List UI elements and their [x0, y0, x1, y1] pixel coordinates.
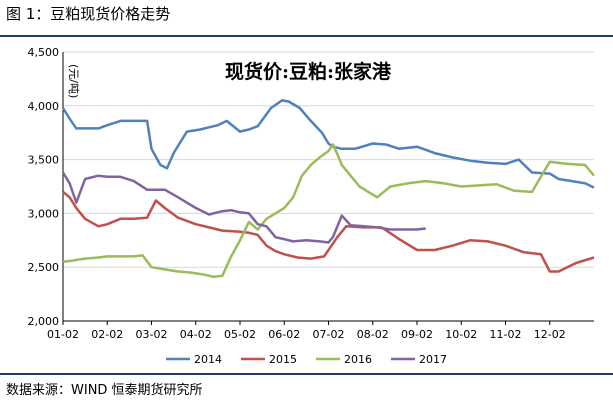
y-tick-label: 2,000	[28, 315, 60, 328]
axes	[62, 52, 594, 322]
x-tick-label: 01-02	[47, 328, 79, 341]
legend-label-2016: 2016	[344, 353, 372, 366]
y-tick-label: 3,000	[28, 207, 60, 220]
y-axis-label: (元/吨)	[67, 64, 80, 98]
x-tick-label: 04-02	[180, 328, 212, 341]
x-tick-label: 05-02	[224, 328, 256, 341]
legend-label-2014: 2014	[194, 353, 222, 366]
series-line-2014	[61, 99, 595, 189]
legend-label-2017: 2017	[419, 353, 447, 366]
x-tick-label: 11-02	[490, 328, 522, 341]
series-line-2017	[61, 171, 426, 244]
y-tick-label: 2,500	[28, 261, 60, 274]
legend: 2014 2015 2016 2017	[166, 353, 447, 366]
x-tick-label: 09-02	[401, 328, 433, 341]
bottom-rule	[0, 373, 613, 375]
series-line-2015	[62, 190, 595, 273]
line-chart: 2,000 2,500 3,000 3,500 4,000 4,500 01-02 02-0…	[28, 46, 595, 366]
x-tick-label: 10-02	[445, 328, 477, 341]
x-tick-label: 12-02	[534, 328, 566, 341]
series-lines	[61, 99, 595, 279]
x-tick-label: 06-02	[268, 328, 300, 341]
x-tick-label: 02-02	[91, 328, 123, 341]
top-rule	[0, 35, 613, 37]
gridlines	[63, 51, 594, 268]
y-tick-label: 3,500	[28, 154, 60, 167]
y-tick-label: 4,000	[28, 100, 60, 113]
source-note: 数据来源：WIND 恒泰期货研究所	[6, 383, 203, 398]
y-tick-label: 4,500	[28, 46, 60, 59]
x-tick-label: 07-02	[313, 328, 345, 341]
x-axis-ticks: 01-02 02-02 03-02 04-02 05-02 06-02 07-02 08-02…	[47, 321, 566, 341]
y-axis-ticks: 2,000 2,500 3,000 3,500 4,000 4,500	[28, 46, 60, 328]
x-tick-label: 08-02	[357, 328, 389, 341]
x-tick-label: 03-02	[136, 328, 168, 341]
figure-title: 图 1：豆粕现货价格走势	[6, 5, 171, 23]
series-line-2016	[62, 143, 595, 279]
chart-title: 现货价:豆粕:张家港	[225, 60, 392, 83]
legend-label-2015: 2015	[269, 353, 297, 366]
